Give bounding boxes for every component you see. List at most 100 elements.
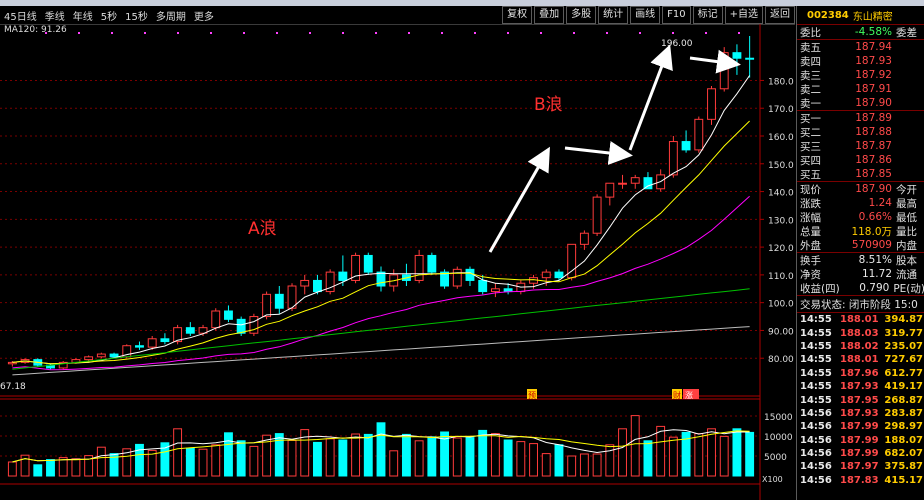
tick-p: 187.93 bbox=[840, 407, 879, 419]
toolbar-button-1[interactable]: 叠加 bbox=[534, 6, 565, 24]
volume-bar bbox=[541, 453, 551, 477]
volume-bar bbox=[630, 415, 640, 477]
bid-3-value: 187.86 bbox=[855, 154, 892, 166]
tick-t: 14:55 bbox=[800, 314, 832, 326]
tick-list[interactable]: 14:55 188.01 394.87 14:55 188.03 319.77 14:55 1… bbox=[797, 313, 924, 487]
tick-q: 375.87 bbox=[884, 461, 923, 473]
tick-row: 14:55 188.02 235.07 bbox=[797, 340, 924, 353]
volume-bar bbox=[656, 425, 666, 477]
stat-1-right: 最高 bbox=[896, 197, 917, 210]
price-axis-label: 160.0 bbox=[768, 133, 794, 143]
stat-3: 总量 118.0万 量比 bbox=[797, 224, 924, 238]
tick-q: 298.97 bbox=[884, 421, 923, 433]
toolbar-button-0[interactable]: 复权 bbox=[502, 6, 533, 24]
volume-bar bbox=[300, 429, 310, 477]
toolbar-buttons: 复权 叠加 多股 统计 画线 F10 标记 +自选 返回 bbox=[500, 6, 795, 24]
volume-bar bbox=[262, 434, 272, 477]
chart-toolbar: 45日线 季线 年线 5秒 15秒 多周期 更多 复权 叠加 多股 统计 画线 F10 标记 +自选 返回 bbox=[0, 6, 795, 25]
stat-3-right: 量比 bbox=[896, 225, 917, 238]
toolbar-button-3[interactable]: 统计 bbox=[598, 6, 629, 24]
candle-body bbox=[732, 52, 742, 59]
stat2-0-right: 股本 bbox=[896, 254, 917, 267]
volume-bar bbox=[96, 446, 106, 477]
kline-chart[interactable]: 180.0 170.0 160.0 150.0 140.0 130.0 120.0 110.0… bbox=[0, 24, 795, 500]
toolbar-button-6[interactable]: 标记 bbox=[692, 6, 723, 24]
bid-1-label: 买二 bbox=[800, 126, 821, 139]
candle-body bbox=[351, 254, 361, 281]
volume-bar bbox=[529, 443, 538, 477]
volume-bar bbox=[490, 433, 500, 477]
price-axis-label: 170.0 bbox=[768, 105, 794, 115]
tick-t: 14:55 bbox=[800, 327, 832, 339]
volume-bar bbox=[681, 431, 691, 477]
bid-2-label: 买三 bbox=[800, 140, 821, 153]
toolbar-button-4[interactable]: 画线 bbox=[630, 6, 661, 24]
pre-tag-box bbox=[527, 389, 537, 399]
top-marker bbox=[507, 32, 509, 34]
period-4[interactable]: 15秒 bbox=[125, 11, 148, 23]
candle-body bbox=[452, 268, 462, 287]
period-3[interactable]: 5秒 bbox=[100, 11, 118, 23]
volume-bar bbox=[135, 443, 144, 477]
ask-4: 卖一 187.90 bbox=[797, 96, 924, 110]
stat-4-label: 外盘 bbox=[800, 239, 821, 252]
stat2-0-label: 换手 bbox=[800, 254, 821, 267]
volume-bar bbox=[46, 459, 55, 477]
wave-b-arrow-2 bbox=[564, 141, 633, 165]
candle-body bbox=[668, 141, 678, 176]
ma5-line bbox=[12, 75, 751, 365]
ask-1-label: 卖四 bbox=[800, 55, 821, 68]
ask-0-value: 187.94 bbox=[855, 41, 892, 53]
candle-body bbox=[96, 353, 106, 358]
vol-ma10-line bbox=[12, 430, 750, 463]
toolbar-button-2[interactable]: 多股 bbox=[566, 6, 597, 24]
volume-bar bbox=[173, 428, 183, 477]
volume-bar bbox=[7, 461, 17, 477]
candle-body bbox=[147, 338, 157, 348]
candle-body bbox=[503, 288, 513, 293]
toolbar-button-8[interactable]: 返回 bbox=[765, 6, 795, 24]
tick-row: 14:55 188.03 319.77 bbox=[797, 326, 924, 339]
stat-2: 涨幅 0.66% 最低 bbox=[797, 210, 924, 224]
candle-body bbox=[478, 279, 488, 293]
ask-4-label: 卖一 bbox=[800, 97, 821, 110]
tick-row: 14:55 188.01 394.87 bbox=[797, 313, 924, 326]
bid-4: 买五 187.85 bbox=[797, 167, 924, 181]
candle-body bbox=[681, 141, 691, 151]
stat2-1: 净资 11.72 流通 bbox=[797, 267, 924, 281]
tick-t: 14:55 bbox=[800, 394, 832, 406]
tick-row: 14:55 188.01 727.67 bbox=[797, 353, 924, 366]
stat-4-right: 内盘 bbox=[896, 239, 917, 252]
candle-body bbox=[313, 279, 322, 293]
tick-q: 612.77 bbox=[884, 367, 923, 379]
tick-q: 394.87 bbox=[884, 314, 923, 326]
period-5[interactable]: 多周期 bbox=[155, 11, 186, 23]
tick-p: 187.97 bbox=[840, 461, 879, 473]
candle-body bbox=[338, 271, 348, 281]
toolbar-button-7[interactable]: +自选 bbox=[724, 6, 763, 24]
candle-body bbox=[198, 327, 208, 334]
candle-body bbox=[707, 88, 716, 120]
ask-4-value: 187.90 bbox=[855, 97, 892, 109]
volume-axis-label: 15000 bbox=[764, 413, 793, 423]
stat2-2-label: 收益(四) bbox=[800, 282, 840, 295]
tick-t: 14:55 bbox=[800, 367, 832, 379]
ma120-line bbox=[12, 326, 750, 376]
ask-1: 卖四 187.93 bbox=[797, 54, 924, 68]
candle-body bbox=[109, 353, 119, 358]
ask-2-value: 187.92 bbox=[855, 69, 892, 81]
stats-block-2: 换手 8.51% 股本 净资 11.72 流通 收益(四) 0.790 PE(动) bbox=[797, 252, 924, 295]
volume-unit: X100 bbox=[762, 475, 783, 484]
volume-bar bbox=[211, 444, 221, 477]
top-marker bbox=[705, 32, 707, 34]
period-1[interactable]: 季线 bbox=[44, 11, 65, 23]
period-2[interactable]: 年线 bbox=[72, 11, 93, 23]
toolbar-button-5[interactable]: F10 bbox=[662, 6, 691, 24]
stat-0-label: 现价 bbox=[800, 183, 821, 196]
rise-tag-text: 涨 bbox=[685, 390, 693, 400]
period-0[interactable]: 45日线 bbox=[4, 11, 37, 23]
candle-body bbox=[236, 318, 246, 334]
candle-body bbox=[592, 196, 602, 234]
candle-body bbox=[224, 310, 233, 320]
period-6[interactable]: 更多 bbox=[193, 11, 214, 23]
